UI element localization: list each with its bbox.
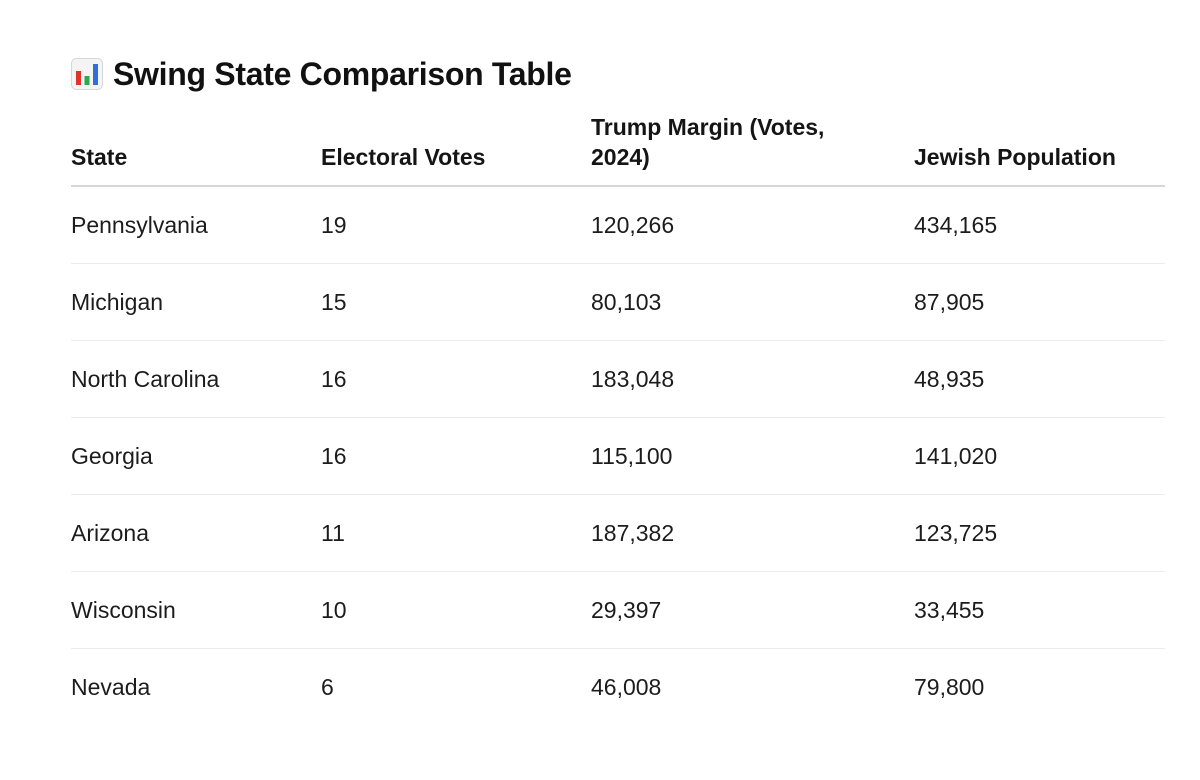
cell-state: Arizona <box>71 494 321 572</box>
cell-jewish-population: 434,165 <box>914 186 1165 264</box>
cell-jewish-population: 141,020 <box>914 417 1165 495</box>
bar-chart-icon <box>71 58 103 90</box>
header-state: State <box>71 110 321 187</box>
comparison-table: State Electoral Votes Trump Margin (Vote… <box>71 110 1165 725</box>
cell-trump-margin: 187,382 <box>591 494 914 572</box>
cell-trump-margin: 183,048 <box>591 340 914 418</box>
cell-electoral-votes: 15 <box>321 263 591 341</box>
cell-electoral-votes: 16 <box>321 417 591 495</box>
header-trump-margin: Trump Margin (Votes, 2024) <box>591 110 914 187</box>
cell-electoral-votes: 11 <box>321 494 591 572</box>
cell-trump-margin: 120,266 <box>591 186 914 264</box>
cell-state: Pennsylvania <box>71 186 321 264</box>
header-jewish-population: Jewish Population <box>914 110 1165 187</box>
cell-jewish-population: 33,455 <box>914 571 1165 649</box>
cell-trump-margin: 29,397 <box>591 571 914 649</box>
cell-jewish-population: 48,935 <box>914 340 1165 418</box>
cell-trump-margin: 80,103 <box>591 263 914 341</box>
cell-state: Michigan <box>71 263 321 341</box>
table-row: Wisconsin 10 29,397 33,455 <box>71 571 1165 649</box>
title-row: Swing State Comparison Table <box>71 52 572 96</box>
cell-state: Wisconsin <box>71 571 321 649</box>
table-row: Nevada 6 46,008 79,800 <box>71 649 1165 726</box>
cell-electoral-votes: 19 <box>321 186 591 264</box>
cell-jewish-population: 87,905 <box>914 263 1165 341</box>
table-header-row: State Electoral Votes Trump Margin (Vote… <box>71 110 1165 187</box>
table-row: Michigan 15 80,103 87,905 <box>71 263 1165 341</box>
table-row: North Carolina 16 183,048 48,935 <box>71 340 1165 418</box>
header-electoral-votes: Electoral Votes <box>321 110 591 187</box>
table-row: Georgia 16 115,100 141,020 <box>71 417 1165 495</box>
cell-trump-margin: 46,008 <box>591 673 662 700</box>
cell-state: North Carolina <box>71 340 321 418</box>
cell-jewish-population: 123,725 <box>914 494 1165 572</box>
cell-state: Nevada <box>71 673 151 700</box>
cell-electoral-votes: 16 <box>321 340 591 418</box>
table-row: Pennsylvania 19 120,266 434,165 <box>71 186 1165 264</box>
cell-trump-margin: 115,100 <box>591 417 914 495</box>
cell-jewish-population: 79,800 <box>914 673 985 700</box>
page-title: Swing State Comparison Table <box>113 55 572 92</box>
table-row: Arizona 11 187,382 123,725 <box>71 494 1165 572</box>
cell-electoral-votes: 6 <box>321 673 334 700</box>
cell-state: Georgia <box>71 417 321 495</box>
cell-electoral-votes: 10 <box>321 571 591 649</box>
